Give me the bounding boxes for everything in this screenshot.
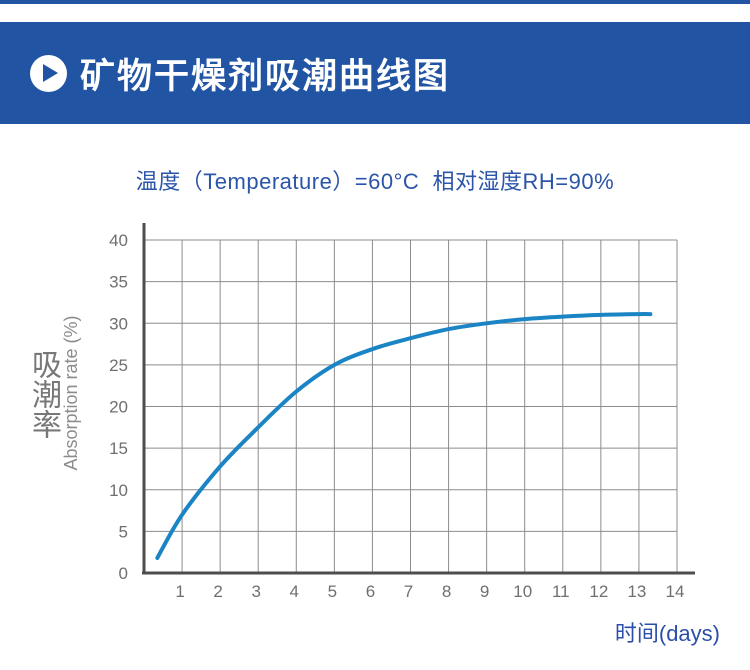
- play-icon: [30, 54, 67, 92]
- y-tick-label: 25: [109, 356, 128, 375]
- y-tick-label: 40: [109, 231, 128, 250]
- page-title: 矿物干燥剂吸潮曲线图: [80, 56, 451, 96]
- y-axis-title-english: Absorption rate (%): [61, 315, 81, 471]
- play-triangle-icon: [43, 64, 58, 82]
- y-tick-label: 10: [109, 481, 128, 500]
- x-tick-label: 12: [589, 582, 608, 601]
- y-tick-label: 5: [119, 522, 128, 541]
- x-tick-label: 3: [251, 582, 260, 601]
- x-axis-title: 时间(days): [614, 621, 720, 646]
- y-tick-label: 15: [109, 439, 128, 458]
- x-tick-label: 14: [666, 582, 685, 601]
- x-tick-label: 7: [404, 582, 413, 601]
- chart-subtitle: 温度（Temperature）=60°C 相对湿度RH=90%: [135, 169, 615, 194]
- x-tick-label: 11: [552, 582, 570, 601]
- y-axis-title-chinese: 吸潮率: [27, 349, 60, 439]
- grid-lines: [144, 239, 678, 573]
- x-tick-label: 10: [513, 582, 532, 601]
- y-tick-label: 35: [109, 273, 128, 292]
- top-accent-strip: [0, 0, 750, 4]
- absorption-curve: [155, 312, 653, 560]
- y-tick-label: 20: [109, 398, 128, 417]
- x-tick-label: 1: [175, 582, 184, 601]
- x-tick-label: 8: [442, 582, 451, 601]
- x-tick-label: 13: [627, 582, 646, 601]
- x-tick-label: 2: [213, 582, 222, 601]
- y-tick-label: 30: [109, 314, 128, 333]
- x-tick-label: 4: [290, 582, 299, 601]
- header-banner: 矿物干燥剂吸潮曲线图: [0, 22, 750, 124]
- y-tick-label: 0: [119, 564, 128, 583]
- x-tick-label: 9: [480, 582, 489, 601]
- x-tick-label: 6: [366, 582, 375, 601]
- x-tick-label: 5: [328, 582, 337, 601]
